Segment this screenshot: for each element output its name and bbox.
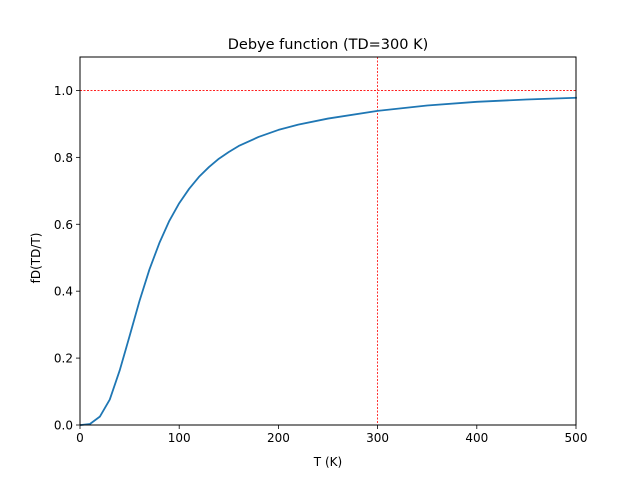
series-line-0	[79, 96, 577, 426]
x-tick-label: 400	[465, 431, 488, 445]
plot-area	[79, 56, 577, 426]
x-tick-label: 0	[76, 431, 84, 445]
y-axis-ticks: 0.0 0.2 0.4 0.6 0.8 1.0	[54, 84, 80, 433]
y-tick-label: 1.0	[54, 84, 73, 98]
data-series	[79, 96, 577, 426]
y-tick-label: 0.6	[54, 218, 73, 232]
y-axis-label: fD(TD/T)	[29, 233, 43, 284]
x-axis-label: T (K)	[313, 455, 342, 469]
axes-background	[80, 57, 576, 425]
x-tick-label: 500	[565, 431, 588, 445]
y-tick-label: 0.8	[54, 151, 73, 165]
x-axis-ticks: 0 100 200 300 400 500	[76, 425, 587, 445]
chart-title: Debye function (TD=300 K)	[228, 37, 429, 53]
reference-lines	[80, 57, 576, 425]
x-tick-label: 200	[267, 431, 290, 445]
y-tick-label: 0.4	[54, 285, 73, 299]
x-tick-label: 100	[168, 431, 191, 445]
y-tick-label: 0.0	[54, 419, 73, 433]
axes-frame	[79, 56, 577, 426]
y-tick-label: 0.2	[54, 352, 73, 366]
x-tick-label: 300	[366, 431, 389, 445]
